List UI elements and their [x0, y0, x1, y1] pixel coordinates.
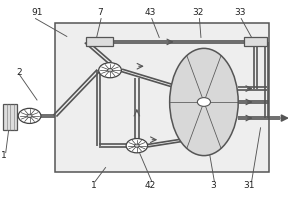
Bar — [244, 37, 266, 46]
Text: 32: 32 — [192, 8, 204, 17]
Circle shape — [126, 139, 148, 153]
Bar — [86, 37, 113, 46]
Text: 1: 1 — [2, 151, 7, 160]
Text: 2: 2 — [16, 68, 22, 77]
Circle shape — [18, 108, 41, 123]
Text: 1: 1 — [91, 181, 97, 190]
Circle shape — [99, 63, 122, 78]
Circle shape — [134, 144, 139, 147]
Text: 3: 3 — [210, 181, 216, 190]
Text: 33: 33 — [234, 8, 245, 17]
Text: 31: 31 — [243, 181, 254, 190]
Bar — [3, 104, 17, 130]
Text: 91: 91 — [31, 8, 43, 17]
Ellipse shape — [169, 48, 238, 156]
Text: 43: 43 — [145, 8, 156, 17]
Circle shape — [197, 98, 211, 106]
Circle shape — [27, 114, 32, 118]
Text: 7: 7 — [97, 8, 103, 17]
Text: 42: 42 — [145, 181, 156, 190]
Circle shape — [107, 69, 112, 72]
Bar — [55, 23, 269, 171]
